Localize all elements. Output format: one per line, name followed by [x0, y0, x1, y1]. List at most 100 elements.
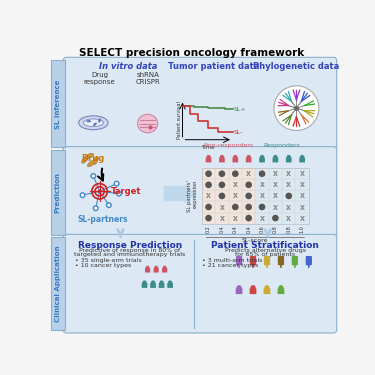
Ellipse shape: [82, 156, 88, 163]
Circle shape: [272, 215, 279, 221]
Text: 0.4: 0.4: [233, 225, 238, 233]
Text: x: x: [300, 214, 304, 223]
FancyBboxPatch shape: [299, 158, 305, 162]
FancyBboxPatch shape: [150, 283, 156, 288]
Circle shape: [285, 193, 292, 199]
Circle shape: [206, 155, 211, 159]
Text: x: x: [219, 202, 224, 211]
FancyBboxPatch shape: [250, 288, 256, 294]
Ellipse shape: [83, 119, 104, 127]
Text: • 21 cancer types: • 21 cancer types: [202, 263, 258, 268]
Circle shape: [278, 285, 284, 290]
Circle shape: [159, 280, 164, 285]
FancyBboxPatch shape: [219, 158, 225, 162]
Text: Response Prediction: Response Prediction: [78, 241, 182, 250]
Circle shape: [273, 155, 278, 159]
Circle shape: [205, 204, 212, 210]
Circle shape: [168, 280, 172, 285]
Circle shape: [205, 182, 212, 188]
Circle shape: [205, 215, 212, 221]
Text: x: x: [260, 191, 264, 200]
Circle shape: [232, 170, 238, 177]
Circle shape: [245, 215, 252, 221]
Bar: [51, 237, 65, 330]
Text: • 3 multi-arm trials: • 3 multi-arm trials: [202, 258, 262, 263]
Circle shape: [219, 182, 225, 188]
Text: Prediction: Prediction: [55, 172, 61, 213]
Text: SL partners'
expression: SL partners' expression: [187, 180, 198, 212]
Text: x: x: [286, 214, 291, 223]
Circle shape: [286, 155, 291, 159]
Text: for 65% of patients: for 65% of patients: [236, 252, 296, 257]
Circle shape: [259, 204, 266, 210]
Text: Target: Target: [110, 187, 141, 196]
Text: 0.4: 0.4: [246, 225, 251, 233]
Circle shape: [142, 280, 147, 285]
FancyBboxPatch shape: [306, 256, 312, 265]
FancyBboxPatch shape: [246, 158, 252, 162]
Text: 0.2: 0.2: [206, 225, 211, 233]
Circle shape: [219, 170, 225, 177]
Text: Patient Stratification: Patient Stratification: [211, 241, 320, 250]
Text: 0.4: 0.4: [219, 225, 224, 233]
Text: SL+: SL+: [234, 106, 246, 112]
Circle shape: [146, 266, 150, 270]
Bar: [51, 60, 65, 147]
Text: x: x: [233, 214, 238, 223]
FancyBboxPatch shape: [236, 288, 243, 294]
FancyBboxPatch shape: [264, 256, 270, 265]
Circle shape: [237, 285, 242, 290]
Ellipse shape: [138, 114, 158, 133]
FancyBboxPatch shape: [145, 268, 150, 273]
Text: Predicts alternative drugs: Predicts alternative drugs: [225, 248, 306, 252]
Text: x: x: [233, 180, 238, 189]
Circle shape: [114, 181, 119, 186]
Text: Clinical Application: Clinical Application: [55, 246, 61, 322]
Text: 0.6: 0.6: [260, 225, 264, 233]
FancyBboxPatch shape: [142, 283, 147, 288]
Circle shape: [259, 170, 266, 177]
Text: x: x: [300, 180, 304, 189]
Circle shape: [246, 155, 251, 159]
Text: x: x: [233, 191, 238, 200]
FancyBboxPatch shape: [273, 158, 278, 162]
FancyBboxPatch shape: [278, 256, 284, 265]
Circle shape: [264, 285, 270, 290]
Text: SL-: SL-: [234, 130, 243, 135]
Circle shape: [245, 182, 252, 188]
Text: x: x: [219, 214, 224, 223]
Circle shape: [245, 193, 252, 199]
FancyBboxPatch shape: [153, 268, 159, 273]
FancyBboxPatch shape: [206, 158, 212, 162]
Text: Patient survival: Patient survival: [177, 101, 182, 139]
Bar: [51, 150, 65, 235]
Circle shape: [163, 266, 166, 270]
Text: • 10 cancer types: • 10 cancer types: [75, 263, 131, 268]
Circle shape: [106, 203, 111, 207]
Circle shape: [205, 170, 212, 177]
Bar: [202, 168, 255, 224]
Text: Time: Time: [201, 145, 214, 150]
Text: x: x: [300, 202, 304, 211]
Text: x: x: [246, 169, 251, 178]
Circle shape: [98, 189, 102, 193]
Text: x: x: [260, 180, 264, 189]
Text: x: x: [273, 191, 278, 200]
Circle shape: [232, 204, 238, 210]
Text: Tumor patient data: Tumor patient data: [168, 62, 259, 71]
FancyBboxPatch shape: [286, 158, 292, 162]
FancyBboxPatch shape: [159, 283, 165, 288]
Circle shape: [260, 155, 264, 159]
Text: x: x: [286, 202, 291, 211]
FancyBboxPatch shape: [232, 158, 238, 162]
Text: 0.8: 0.8: [273, 225, 278, 233]
Circle shape: [300, 155, 304, 159]
FancyBboxPatch shape: [63, 57, 337, 150]
Text: SL-partners: SL-partners: [77, 215, 128, 224]
Circle shape: [151, 280, 155, 285]
Circle shape: [117, 191, 121, 196]
Ellipse shape: [86, 120, 91, 122]
Text: SELECT precision oncology framework: SELECT precision oncology framework: [79, 48, 304, 58]
Ellipse shape: [86, 153, 93, 158]
FancyBboxPatch shape: [250, 256, 256, 265]
